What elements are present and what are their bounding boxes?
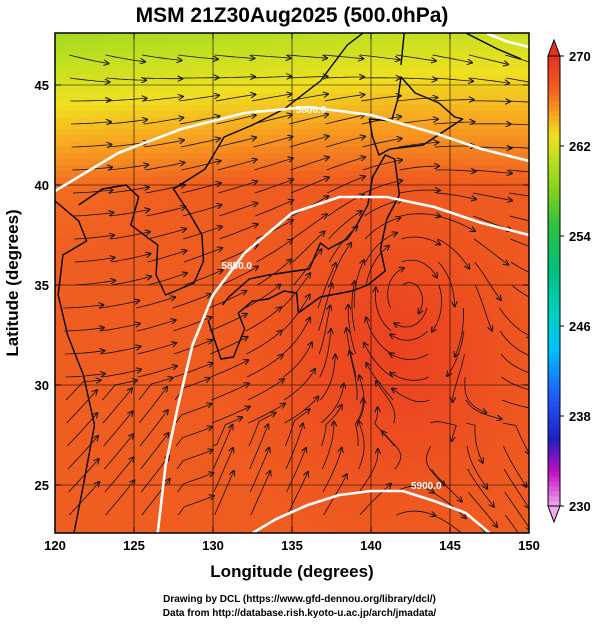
credit-data: Data from http://database.rish.kyoto-u.a… — [162, 608, 437, 619]
credit-drawing: Drawing by DCL (https://www.gfd-dennou.o… — [163, 594, 436, 605]
y-tick-label: 25 — [35, 478, 49, 493]
y-tick-label: 40 — [35, 178, 49, 193]
x-tick-label: 120 — [44, 538, 66, 553]
contour-line — [485, 33, 529, 49]
contour-line — [251, 489, 491, 533]
y-tick-label: 35 — [35, 278, 49, 293]
x-axis: 120 125 130 135 140 145 150 — [44, 33, 540, 553]
y-axis: 25 30 35 40 45 — [35, 78, 529, 493]
x-tick-label: 145 — [439, 538, 461, 553]
x-tick-label: 150 — [518, 538, 540, 553]
y-tick-label: 45 — [35, 78, 49, 93]
contour-label: 5850.0 — [221, 261, 252, 272]
x-tick-label: 140 — [360, 538, 382, 553]
colorbar-tick-label: 230 — [569, 499, 591, 514]
x-tick-label: 135 — [281, 538, 303, 553]
chart-title: MSM 21Z30Aug2025 (500.0hPa) — [136, 4, 449, 27]
contour-line — [156, 195, 529, 533]
x-tick-label: 130 — [202, 538, 224, 553]
contour-label: 5900.0 — [411, 481, 442, 492]
y-tick-label: 30 — [35, 378, 49, 393]
x-tick-label: 125 — [123, 538, 145, 553]
contour-label: 5800.0 — [296, 105, 327, 116]
colorbar-tick-label: 262 — [569, 139, 591, 154]
colorbar-tick-label: 254 — [569, 229, 591, 244]
coastlines — [55, 33, 522, 533]
x-axis-label: Longitude (degrees) — [210, 562, 373, 581]
colorbar: 230 238 246 254 262 270 — [547, 38, 591, 524]
y-axis-label: Latitude (degrees) — [3, 209, 22, 356]
colorbar-tick-label: 270 — [569, 49, 591, 64]
contour-line — [55, 105, 529, 193]
colorbar-tick-label: 238 — [569, 409, 591, 424]
colorbar-tick-label: 246 — [569, 319, 591, 334]
height-contours: 5800.0 5850.0 5900.0 — [55, 33, 529, 533]
plot-area: 5800.0 5850.0 5900.0 — [55, 33, 529, 533]
